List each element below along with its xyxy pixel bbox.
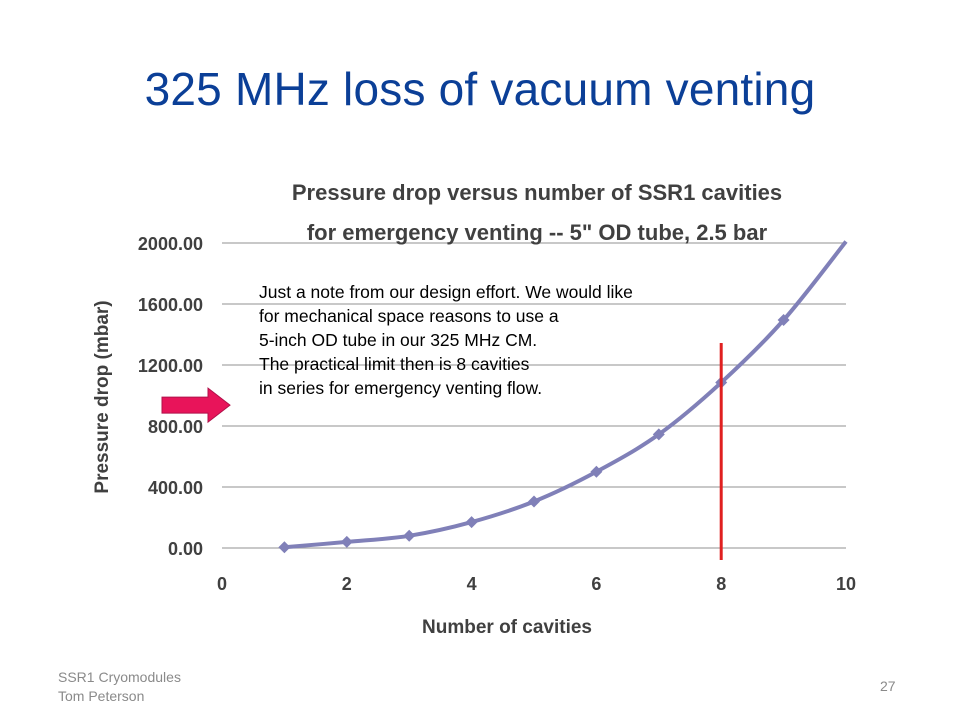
series-marker: [590, 465, 603, 478]
arrow-shape: [161, 387, 231, 424]
series-marker: [340, 535, 353, 548]
chart-title-line1: Pressure drop versus number of SSR1 cavi…: [292, 180, 782, 205]
y-tick-label: 2000.00: [138, 234, 203, 254]
note-line: for mechanical space reasons to use a: [259, 306, 559, 326]
y-tick-labels: 0.00 400.00 800.00 1200.00 1600.00 2000.00: [138, 234, 203, 559]
x-tick-label: 10: [836, 574, 856, 594]
slide-title: 325 MHz loss of vacuum venting: [144, 63, 816, 115]
y-tick-label: 0.00: [168, 539, 203, 559]
x-tick-label: 0: [217, 574, 227, 594]
series-marker: [403, 529, 416, 542]
footer-line-2: Tom Peterson: [58, 688, 145, 704]
y-tick-label: 800.00: [148, 417, 203, 437]
design-note: Just a note from our design effort. We w…: [259, 280, 819, 400]
x-tick-label: 4: [467, 574, 477, 594]
y-tick-label: 1200.00: [138, 356, 203, 376]
series-marker: [528, 495, 540, 508]
note-line: The practical limit then is 8 cavities: [259, 354, 530, 374]
y-axis-label: Pressure drop (mbar): [92, 300, 113, 493]
page-number: 27: [880, 678, 896, 694]
chart-title-line2: for emergency venting -- 5" OD tube, 2.5…: [307, 220, 768, 245]
x-axis-label: Number of cavities: [422, 617, 592, 638]
series-marker: [777, 314, 790, 327]
series-markers: [278, 314, 790, 554]
x-tick-label: 2: [342, 574, 352, 594]
y-tick-label: 400.00: [148, 478, 203, 498]
arrow-icon: [161, 387, 231, 424]
series-marker: [652, 428, 665, 441]
y-tick-label: 1600.00: [138, 295, 203, 315]
note-line: 5-inch OD tube in our 325 MHz CM.: [259, 330, 538, 350]
x-tick-label: 8: [716, 574, 726, 594]
footer-line-1: SSR1 Cryomodules: [58, 669, 181, 685]
note-line: in series for emergency venting flow.: [259, 378, 543, 398]
chart-grid: [222, 242, 846, 549]
x-tick-label: 6: [591, 574, 601, 594]
series-marker: [465, 516, 478, 529]
series-marker: [278, 541, 291, 554]
series-line: [284, 240, 848, 550]
x-tick-labels: 0 2 4 6 8 10: [217, 574, 856, 594]
note-line: Just a note from our design effort. We w…: [259, 282, 633, 302]
